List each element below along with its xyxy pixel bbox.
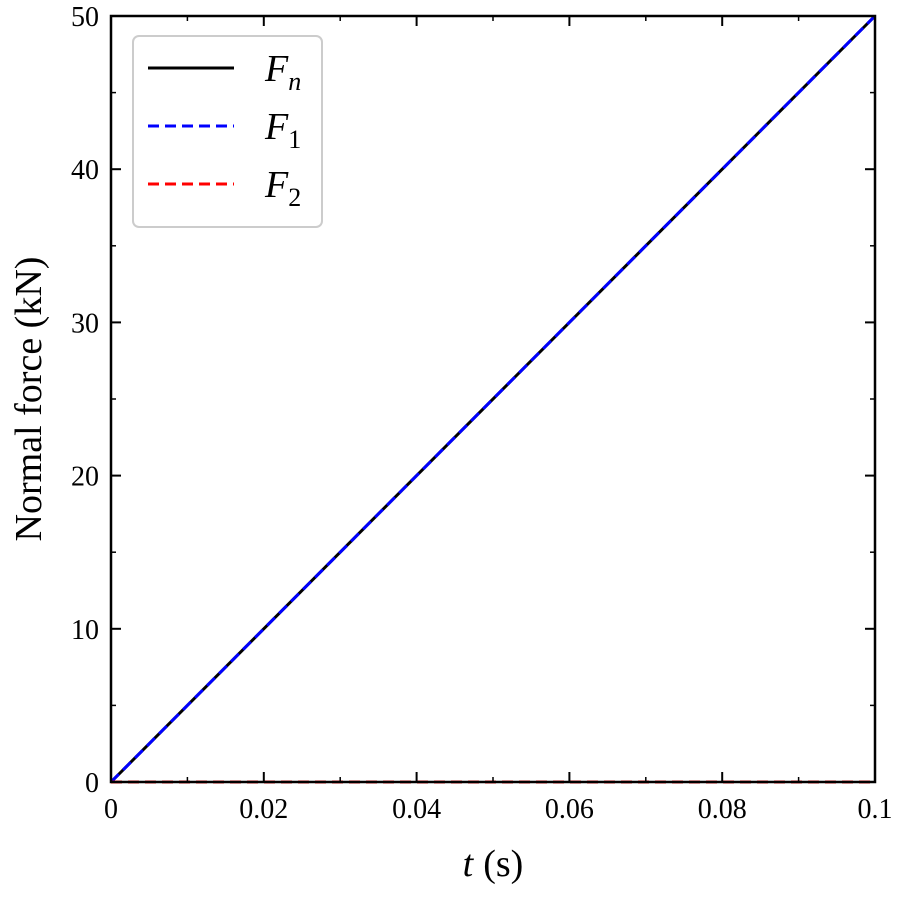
x-tick-label: 0.1 [858, 794, 893, 825]
legend-box [132, 35, 323, 228]
y-tick-label: 40 [71, 155, 99, 186]
legend-label: F2 [264, 164, 301, 212]
x-tick-label: 0.06 [545, 794, 594, 825]
x-axis-label-unit: (s) [483, 843, 523, 885]
x-tick-label: 0.04 [392, 794, 441, 825]
plot-frame [109, 14, 877, 784]
ticks-layer: 0 0.02 0.04 0.06 0.08 0.1 0 10 20 30 40 50 [71, 2, 893, 825]
y-tick-label: 50 [71, 2, 99, 33]
series-line-f-1 [109, 14, 877, 784]
x-tick-label: 0 [104, 794, 118, 825]
y-tick-label: 30 [71, 308, 99, 339]
y-axis-label: Normal force (kN) [8, 257, 50, 542]
x-axis-label-variable: t [463, 843, 475, 885]
x-tick-label: 0.02 [239, 794, 288, 825]
legend-label: Fn [264, 48, 301, 96]
y-tick-label: 10 [71, 615, 99, 646]
y-tick-label: 20 [71, 462, 99, 493]
x-tick-label: 0.08 [698, 794, 747, 825]
y-tick-label: 0 [85, 768, 99, 799]
legend-label: F1 [264, 106, 301, 154]
legend: Fn F1 F2 [132, 35, 323, 228]
x-axis-label: t (s) [463, 843, 524, 885]
